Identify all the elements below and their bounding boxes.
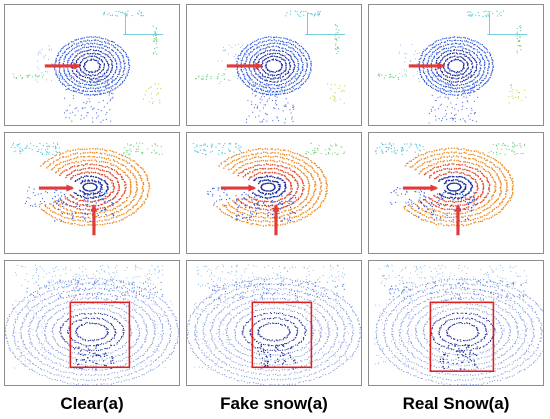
- red-arrow-icon: [402, 184, 439, 192]
- panel-row3-clear: [4, 260, 180, 386]
- red-box-icon: [251, 301, 313, 369]
- caption-fake-snow: Fake snow(a): [220, 394, 328, 413]
- panel-row2-real-snow: [368, 132, 544, 254]
- red-arrow-icon: [90, 203, 98, 236]
- red-arrow-icon: [44, 62, 82, 70]
- red-arrow-icon: [220, 184, 257, 192]
- red-box-icon: [429, 301, 495, 373]
- pointcloud-row2-clear: [10, 142, 164, 236]
- caption-real-snow: Real Snow(a): [402, 394, 510, 413]
- red-arrow-icon: [454, 203, 462, 236]
- red-box-icon: [69, 301, 131, 369]
- pointcloud-row3-real-snow: [373, 264, 543, 385]
- panel-row2-clear: [4, 132, 180, 254]
- panel-row1-clear: [4, 4, 180, 126]
- pointcloud-row2-fake-snow: [192, 142, 345, 236]
- pointcloud-row3-clear: [5, 264, 179, 385]
- panel-row3-real-snow: [368, 260, 544, 386]
- panel-row1-real-snow: [368, 4, 544, 126]
- panel-row2-fake-snow: [186, 132, 362, 254]
- panel-row3-fake-snow: [186, 260, 362, 386]
- red-arrow-icon: [226, 62, 264, 70]
- pointcloud-row1-real-snow: [377, 10, 528, 124]
- pointcloud-row3-fake-snow: [187, 264, 361, 385]
- red-arrow-icon: [38, 184, 75, 192]
- panel-row1-fake-snow: [186, 4, 362, 126]
- pointcloud-row2-real-snow: [374, 142, 526, 236]
- pointcloud-row1-clear: [12, 10, 164, 123]
- red-arrow-icon: [272, 203, 280, 236]
- red-arrow-icon: [408, 62, 446, 70]
- figure-grid: [4, 4, 544, 386]
- pointcloud-row1-fake-snow: [194, 10, 346, 124]
- caption-clear: Clear(a): [60, 394, 124, 413]
